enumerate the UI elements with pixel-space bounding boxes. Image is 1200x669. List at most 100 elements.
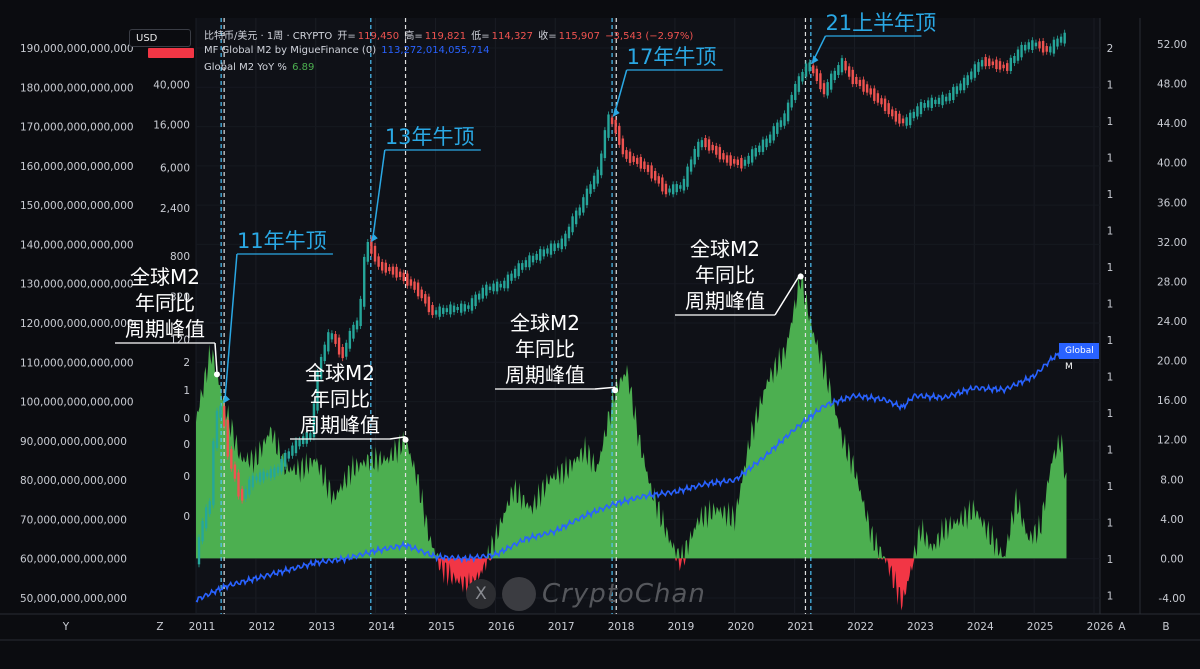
price-candle: [485, 284, 488, 296]
annotation-arrow: [224, 253, 238, 400]
m2-peak-annotation: 全球M2: [510, 311, 580, 335]
inner-axis-tick-label: 1: [1107, 408, 1114, 420]
price-candle: [327, 332, 330, 352]
price-candle: [513, 268, 517, 278]
inner-axis-tick-label: 1: [1107, 80, 1114, 92]
price-candle: [618, 125, 621, 145]
price-candle: [539, 249, 542, 261]
yoy-legend-row[interactable]: Global M2 YoY % 6.89: [204, 62, 316, 73]
price-candle: [715, 145, 718, 155]
price-candle: [294, 440, 298, 454]
annotation-arrow: [372, 149, 386, 239]
low-label: 低=: [471, 31, 490, 42]
price-candle: [542, 249, 546, 257]
x-tick-label: 2015: [428, 621, 455, 633]
price-candle: [930, 97, 933, 108]
price-candle: [276, 466, 280, 474]
price-candle: [873, 88, 876, 101]
price-candle: [668, 188, 671, 193]
price-candle: [434, 310, 438, 315]
yoy-legend-value: 6.89: [292, 62, 315, 73]
price-candle: [301, 436, 305, 445]
price-candle: [1013, 55, 1016, 64]
m2-legend-title: MF Global M2 by MigueFinance (0): [204, 45, 377, 56]
price-candle: [923, 103, 926, 108]
price-candle: [729, 155, 732, 166]
price-candle: [359, 298, 362, 327]
price-candle: [1009, 57, 1012, 72]
price-candle: [596, 169, 599, 184]
price-candle: [632, 156, 635, 162]
price-candle: [776, 122, 779, 134]
close-label: 收=: [538, 31, 557, 42]
price-candle: [869, 88, 872, 95]
price-candle: [208, 501, 211, 515]
price-candle: [973, 64, 977, 78]
price-candle: [219, 405, 222, 418]
price-candle: [377, 256, 380, 267]
price-candle: [1002, 64, 1005, 69]
price-axis-partial-label: 0: [183, 439, 190, 451]
right-axis-tick-label: 0.00: [1160, 553, 1183, 565]
arrow-head-icon: [612, 387, 619, 394]
price-candle: [578, 207, 581, 216]
price-candle: [280, 458, 283, 472]
price-candle: [474, 294, 477, 307]
left-axis-tick-label: 90,000,000,000,000: [20, 436, 127, 448]
arrow-head-icon: [811, 55, 819, 65]
price-candle: [819, 73, 822, 90]
price-candle: [754, 147, 757, 157]
price-candle: [962, 77, 966, 91]
price-candle: [664, 183, 668, 195]
price-candle: [883, 98, 887, 111]
price-candle: [470, 298, 474, 311]
price-candle: [585, 188, 589, 206]
m2-legend-row[interactable]: MF Global M2 by MigueFinance (0) 113,272…: [204, 45, 491, 56]
price-candle: [704, 137, 707, 148]
symbol-legend-row[interactable]: 比特币/美元 · 1周 · CRYPTO 开= 119,450 高= 119,821…: [204, 27, 695, 42]
price-candle: [535, 253, 538, 260]
price-candle: [409, 279, 413, 286]
m2-peak-annotation: 全球M2: [130, 265, 200, 289]
price-candle: [970, 71, 973, 80]
price-candle: [844, 60, 847, 71]
price-axis-tick-label: 6,000: [160, 163, 190, 175]
price-candle: [567, 226, 571, 239]
price-candle: [477, 293, 481, 300]
price-candle: [653, 171, 657, 181]
price-candle: [948, 92, 951, 101]
currency-selector[interactable]: USD: [129, 29, 191, 47]
global-m2-badge: Global M: [1059, 343, 1099, 372]
price-candle: [222, 406, 226, 427]
price-candle: [1027, 42, 1030, 50]
price-candle: [287, 451, 290, 459]
price-candle: [733, 159, 736, 164]
price-candle: [887, 103, 890, 115]
price-candle: [898, 113, 901, 124]
left-axis-tick-label: 130,000,000,000,000: [20, 279, 134, 291]
price-candle: [952, 86, 955, 101]
price-candle: [463, 304, 467, 312]
price-candle: [348, 330, 352, 349]
right-axis-tick-label: 52.00: [1157, 39, 1187, 51]
price-candle: [991, 61, 995, 66]
price-candle: [503, 280, 506, 289]
price-candle: [909, 112, 912, 126]
price-candle: [355, 320, 359, 330]
inner-axis-tick-label: 1: [1107, 372, 1114, 384]
left-axis-tick-label: 80,000,000,000,000: [20, 475, 127, 487]
price-candle: [488, 286, 492, 291]
price-axis-partial-label: 2: [183, 357, 190, 369]
price-candle: [740, 157, 743, 169]
price-candle: [456, 306, 459, 311]
price-candle: [1006, 63, 1009, 71]
inner-axis-tick-label: 1: [1107, 554, 1114, 566]
inner-axis-tick-label: 1: [1107, 518, 1114, 530]
price-candle: [431, 305, 434, 316]
price-candle: [240, 488, 244, 501]
price-candle: [808, 62, 811, 72]
x-tick-label: 2021: [787, 621, 814, 633]
price-candle: [445, 308, 449, 313]
price-candle: [758, 145, 761, 153]
